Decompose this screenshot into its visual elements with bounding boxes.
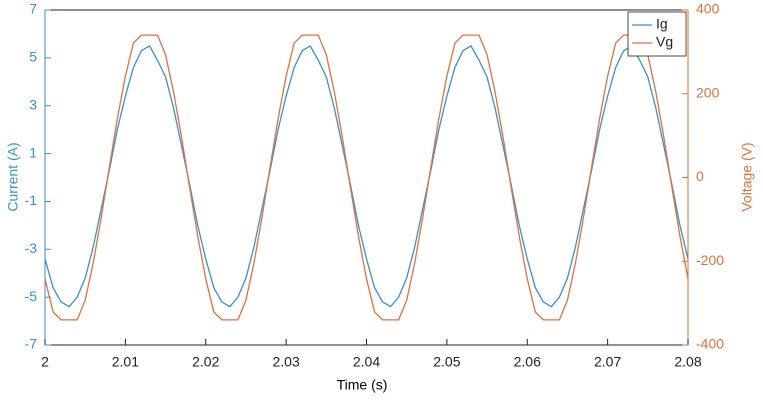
y-tick-label: 7 <box>29 1 37 17</box>
legend-label: Vg <box>656 34 673 50</box>
x-tick-label: 2.02 <box>192 354 219 370</box>
y2-tick-label: 200 <box>696 84 720 100</box>
y2-tick-label: -200 <box>696 252 724 268</box>
y2-tick-label: 400 <box>696 1 720 17</box>
x-axis-label: Time (s) <box>337 377 388 393</box>
x-tick-label: 2.04 <box>353 354 380 370</box>
legend-box <box>627 11 687 57</box>
y-tick-label: 3 <box>29 96 37 112</box>
y-tick-label: -7 <box>25 336 38 352</box>
y-tick-label: -3 <box>25 240 38 256</box>
y2-axis-label: Voltage (V) <box>739 142 755 211</box>
x-tick-label: 2 <box>41 354 49 370</box>
y-axis-label: Current (A) <box>5 142 21 211</box>
y-tick-label: -1 <box>25 192 38 208</box>
y2-tick-label: 0 <box>696 168 704 184</box>
x-tick-label: 2.06 <box>514 354 541 370</box>
legend-label: Ig <box>656 16 668 32</box>
y-tick-label: -5 <box>25 288 38 304</box>
series-line <box>44 34 689 321</box>
x-tick-label: 2.08 <box>674 354 701 370</box>
x-tick-label: 2.01 <box>112 354 139 370</box>
y-tick-label: 1 <box>29 144 37 160</box>
x-tick-label: 2.05 <box>433 354 460 370</box>
y-tick-label: 5 <box>29 49 37 65</box>
x-tick-label: 2.03 <box>273 354 300 370</box>
x-tick-label: 2.07 <box>594 354 621 370</box>
y2-tick-label: -400 <box>696 336 724 352</box>
series-line <box>44 44 689 308</box>
